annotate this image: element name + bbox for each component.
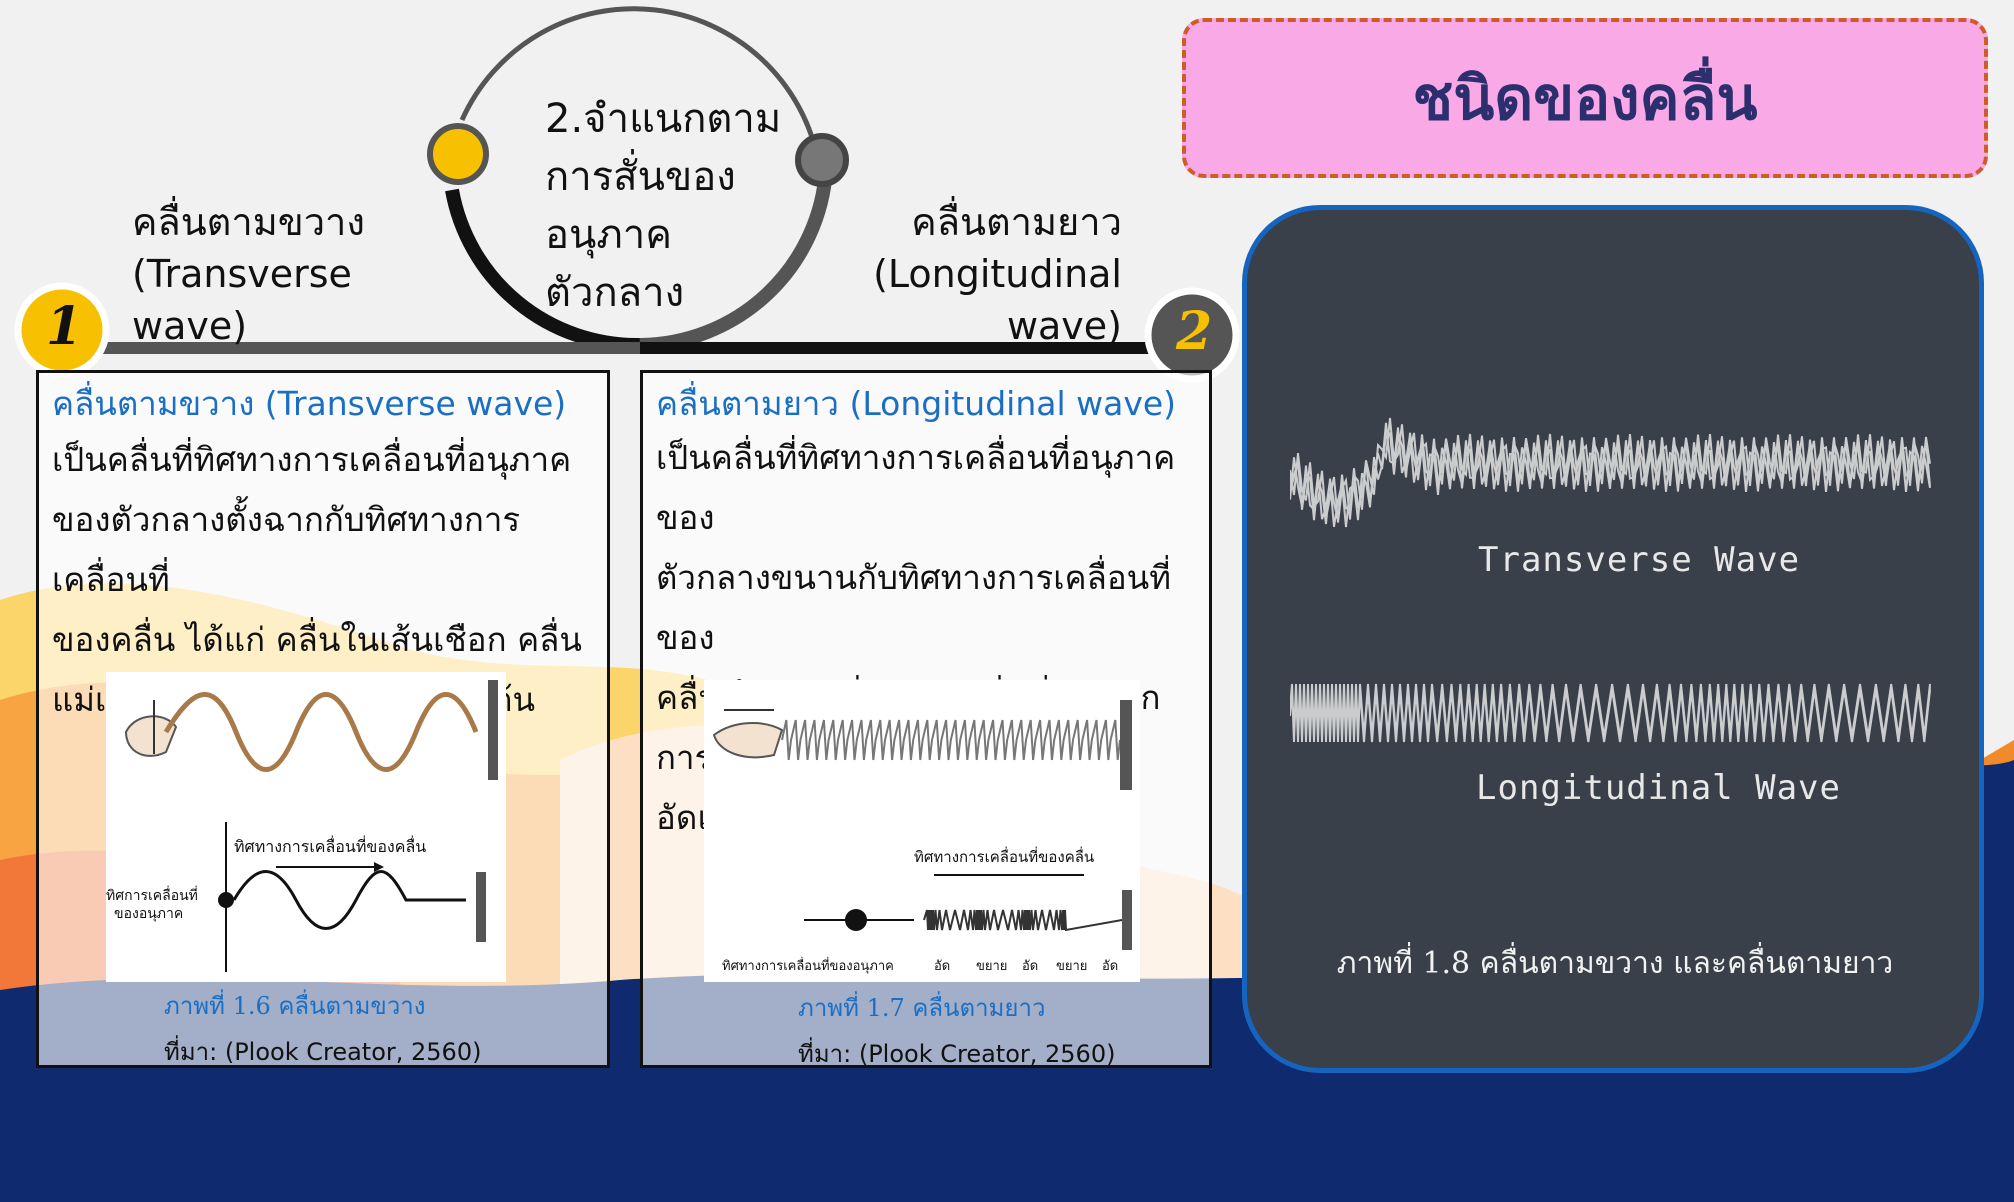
gray-dot bbox=[795, 133, 849, 187]
hub-line: การสั่นของ bbox=[545, 154, 736, 200]
particle-direction-label: ทิศการเคลื่อนที่ bbox=[106, 886, 198, 904]
schematic-wave bbox=[232, 870, 466, 930]
body-line: ตัวกลางขนานกับทิศทางการเคลื่อนที่ของ bbox=[656, 558, 1171, 657]
longitudinal-wave-label: Longitudinal Wave bbox=[1476, 768, 1841, 808]
wall-icon bbox=[476, 872, 486, 942]
transverse-wave-label: Transverse Wave bbox=[1478, 540, 1801, 580]
body-line: ของตัวกลางตั้งฉากกับทิศทางการเคลื่อนที่ bbox=[52, 500, 521, 599]
transverse-heading: คลื่นตามขวาง (Transverse wave) bbox=[52, 384, 567, 423]
branch-label-line: (Transverse bbox=[132, 252, 352, 296]
branch-label-line: คลื่นตามยาว bbox=[911, 200, 1122, 244]
wave-direction-label: ทิศทางการเคลื่อนที่ของคลื่น bbox=[234, 835, 426, 856]
wall-icon bbox=[1120, 700, 1132, 790]
branch-label-line: คลื่นตามขวาง bbox=[132, 200, 365, 244]
compression-spring bbox=[923, 909, 1123, 932]
particle-dot bbox=[845, 909, 867, 931]
body-line: เป็นคลื่นที่ทิศทางการเคลื่อนที่อนุภาค bbox=[52, 440, 572, 479]
title-banner: ชนิดของคลื่น bbox=[1182, 18, 1988, 178]
hub-line: ตัวกลาง bbox=[545, 270, 685, 316]
left-connector-bar bbox=[60, 342, 645, 354]
yellow-dot bbox=[427, 123, 489, 185]
transverse-figure: ทิศทางการเคลื่อนที่ของคลื่น ทิศการเคลื่อ… bbox=[106, 672, 506, 982]
hub-circle-right-arc bbox=[639, 169, 833, 352]
rope-wave bbox=[163, 692, 479, 772]
wave-direction-label: ทิศทางการเคลื่อนที่ของคลื่น bbox=[914, 846, 1094, 866]
hand-icon bbox=[124, 715, 178, 757]
spring-coil bbox=[781, 719, 1121, 761]
rarefaction-label: ขยาย bbox=[976, 959, 1007, 974]
badge-number-2: 2 bbox=[1176, 301, 1213, 362]
badge-number-1: 1 bbox=[46, 296, 83, 357]
body-line: ของคลื่น ได้แก่ คลื่นในเส้นเชือก คลื่น bbox=[52, 620, 582, 659]
transverse-source: ที่มา: (Plook Creator, 2560) bbox=[164, 1038, 482, 1066]
hub-line: 2.จำแนกตาม bbox=[545, 96, 782, 142]
page-title: ชนิดของคลื่น bbox=[1412, 63, 1758, 134]
hand-icon bbox=[712, 722, 784, 759]
compression-label: อัด bbox=[1022, 959, 1038, 974]
particle-direction-label: ทิศทางการเคลื่อนที่ของอนุภาค bbox=[722, 957, 894, 974]
transverse-caption: ภาพที่ 1.6 คลื่นตามขวาง bbox=[164, 992, 426, 1020]
transverse-wave-strands bbox=[1290, 417, 1931, 528]
branch-label-line: (Longitudinal bbox=[873, 252, 1122, 296]
longitudinal-source: ที่มา: (Plook Creator, 2560) bbox=[798, 1040, 1116, 1068]
wall-icon bbox=[488, 680, 498, 780]
transverse-figure-drawing: ทิศทางการเคลื่อนที่ของคลื่น ทิศการเคลื่อ… bbox=[106, 680, 498, 972]
longitudinal-heading: คลื่นตามยาว (Longitudinal wave) bbox=[656, 384, 1177, 423]
compression-label: อัด bbox=[934, 959, 950, 974]
particle-direction-label: ของอนุภาค bbox=[114, 906, 183, 922]
longitudinal-caption: ภาพที่ 1.7 คลื่นตามยาว bbox=[798, 994, 1046, 1022]
animation-caption: ภาพที่ 1.8 คลื่นตามขวาง และคลื่นตามยาว bbox=[1336, 946, 1894, 981]
rarefaction-label: ขยาย bbox=[1056, 959, 1087, 974]
wave-animation-drawing bbox=[1290, 417, 1931, 743]
wall-icon bbox=[1122, 890, 1132, 950]
hub-line: อนุภาค bbox=[545, 212, 672, 258]
transverse-branch-label: คลื่นตามขวาง (Transverse wave) bbox=[132, 196, 392, 352]
branch-label-line: wave) bbox=[132, 304, 248, 348]
arrowhead-icon bbox=[374, 862, 384, 872]
branch-label-line: wave) bbox=[1006, 304, 1122, 348]
wave-animation-card bbox=[1242, 205, 1984, 1073]
compression-label: อัด bbox=[1102, 959, 1118, 974]
right-connector-bar bbox=[640, 342, 1180, 354]
hub-circle-top bbox=[459, 6, 821, 161]
longitudinal-figure: ทิศทางการเคลื่อนที่ของคลื่น ทิศทางการเคล… bbox=[704, 680, 1140, 982]
hub-label: 2.จำแนกตาม การสั่นของ อนุภาค ตัวกลาง bbox=[545, 90, 795, 322]
hub-circle-left-arc bbox=[445, 188, 641, 353]
longitudinal-figure-drawing: ทิศทางการเคลื่อนที่ของคลื่น ทิศทางการเคล… bbox=[712, 700, 1132, 974]
longitudinal-wave-strands bbox=[1290, 683, 1931, 743]
particle-dot bbox=[218, 892, 234, 908]
longitudinal-branch-label: คลื่นตามยาว (Longitudinal wave) bbox=[850, 196, 1122, 352]
body-line: เป็นคลื่นที่ทิศทางการเคลื่อนที่อนุภาคของ bbox=[656, 438, 1176, 537]
